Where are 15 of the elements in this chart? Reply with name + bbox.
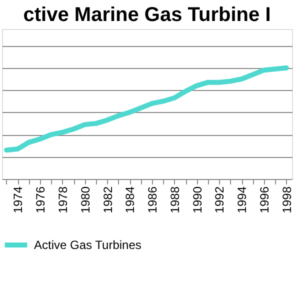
chart-title: ctive Marine Gas Turbine I bbox=[23, 4, 271, 26]
x-tick-label: 1974 bbox=[11, 186, 26, 214]
x-tick-label: 1984 bbox=[123, 186, 138, 214]
x-tick-label: 1978 bbox=[56, 186, 70, 214]
x-tick-label: 1988 bbox=[168, 186, 182, 214]
x-tick-label: 1990 bbox=[190, 186, 204, 214]
x-tick-label: 1986 bbox=[146, 186, 160, 214]
x-tick-label: 1996 bbox=[258, 186, 272, 214]
x-tick-label: 1980 bbox=[78, 186, 92, 214]
x-tick-label: 1994 bbox=[235, 186, 250, 214]
legend-label: Active Gas Turbines bbox=[34, 238, 142, 252]
x-tick-label: 1998 bbox=[280, 186, 294, 214]
x-tick-label: 1982 bbox=[100, 186, 115, 214]
x-tick-label: 1992 bbox=[212, 186, 227, 214]
x-tick-label: 1976 bbox=[34, 186, 48, 214]
